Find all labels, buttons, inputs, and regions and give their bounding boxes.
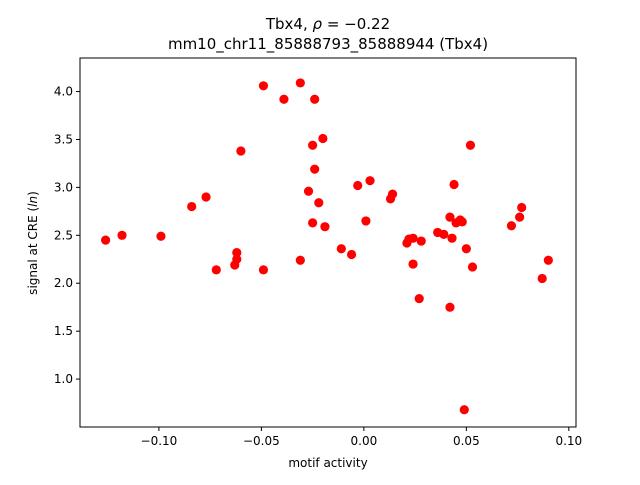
x-tick-label: −0.05 [243,434,280,448]
scatter-point [117,230,127,240]
scatter-point [258,81,269,91]
y-tick-label: 3.0 [54,180,73,194]
chart-title-line-2: mm10_chr11_85888793_85888944 (Tbx4) [168,35,488,54]
scatter-point [537,273,547,284]
y-tick-label: 1.0 [54,372,73,386]
scatter-point [201,192,211,202]
scatter-point [365,176,375,186]
scatter-point [445,212,455,222]
scatter-point [506,221,517,231]
scatter-point [439,229,449,239]
scatter-point [310,94,320,104]
scatter-point [465,140,476,150]
scatter-point [101,235,111,245]
scatter-point [318,133,328,144]
scatter-point [314,198,324,208]
x-tick-label: −0.10 [141,434,178,448]
scatter-point [414,293,424,304]
scatter-point [387,189,398,199]
scatter-point [353,180,363,191]
scatter-point [236,146,246,156]
y-tick-label: 2.0 [54,276,73,290]
scatter-point [517,202,527,213]
plot-area-frame [79,57,577,428]
x-tick-label: 0.10 [555,434,582,448]
scatter-point [515,212,525,222]
scatter-point [232,247,242,258]
scatter-point [543,255,553,265]
scatter-point [258,265,269,275]
scatter-point [303,186,314,196]
scatter-point [461,244,471,254]
y-axis-ticks: 1.0 1.5 2.0 2.5 3.0 3.5 4.0 [54,85,80,386]
scatter-point [336,244,346,254]
scatter-point [308,218,318,228]
scatter-point [416,236,426,246]
scatter-point [445,302,455,312]
x-axis-label: motif activity [288,456,367,470]
scatter-point [310,164,320,174]
scatter-point [467,262,478,272]
x-tick-label: 0.05 [453,434,480,448]
scatter-point [279,94,289,104]
scatter-point [408,233,418,243]
scatter-point [447,233,457,243]
scatter-point [308,140,318,150]
scatter-point [457,217,467,227]
y-tick-label: 4.0 [54,85,73,99]
scatter-point [346,249,357,260]
chart-title-line-1: Tbx4, ρ = −0.22 [265,15,390,33]
scatter-point [449,179,459,190]
scatter-point [211,265,221,275]
scatter-point [232,254,242,264]
scatter-point [295,255,305,265]
y-tick-label: 2.5 [54,228,73,242]
data-points [101,78,553,415]
scatter-point [361,216,371,226]
scatter-point [156,231,166,241]
x-tick-label: 0.00 [351,434,378,448]
y-tick-label: 3.5 [54,132,73,146]
y-tick-label: 1.5 [54,324,73,338]
scatter-point [320,222,330,232]
scatter-point [187,201,197,212]
scatter-point [459,405,469,415]
y-axis-label: signal at CRE (ln) [26,191,40,295]
x-axis-ticks: −0.10 −0.05 0.00 0.05 0.10 [141,427,582,448]
scatter-point [295,78,305,88]
scatter-point [408,259,418,269]
